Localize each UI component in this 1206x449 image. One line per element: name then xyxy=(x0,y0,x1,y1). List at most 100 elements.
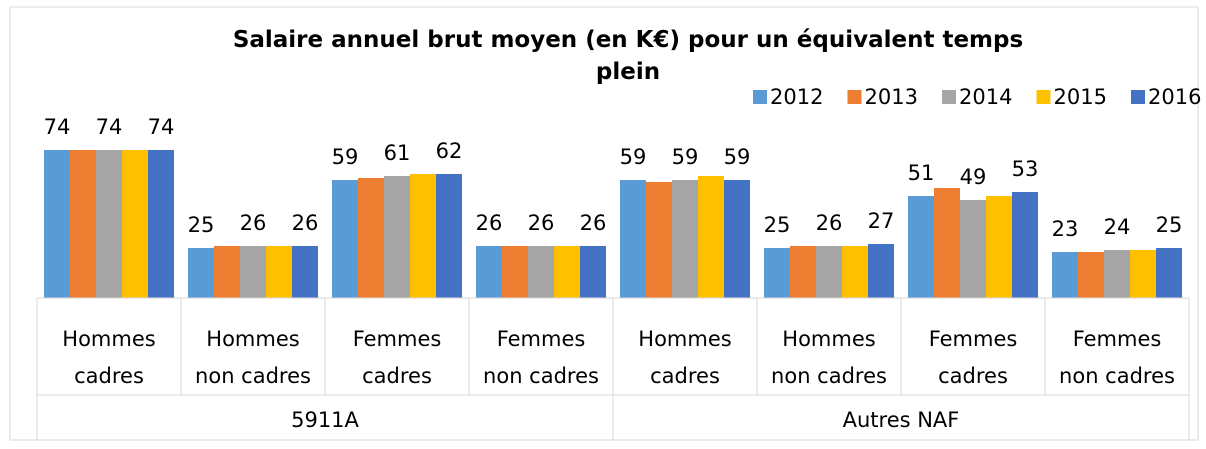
label-line: non cadres xyxy=(771,364,887,388)
data-label: 49 xyxy=(960,165,987,189)
label-line: non cadres xyxy=(1059,364,1175,388)
data-label: 26 xyxy=(240,211,267,235)
bar xyxy=(240,246,266,298)
bar xyxy=(122,150,148,298)
data-label: 74 xyxy=(96,115,123,139)
bar xyxy=(1078,252,1104,298)
x-tick-label: Femmes cadres xyxy=(929,327,1018,388)
bar xyxy=(934,188,960,298)
bar xyxy=(646,182,672,298)
bar xyxy=(436,174,462,298)
bar xyxy=(816,246,842,298)
data-label: 74 xyxy=(44,115,71,139)
bar xyxy=(266,246,292,298)
data-label: 61 xyxy=(384,141,411,165)
legend-label: 2016 xyxy=(1148,85,1201,109)
chart-title: Salaire annuel brut moyen (en K€) pour u… xyxy=(233,27,1023,85)
data-label: 59 xyxy=(332,145,359,169)
data-label: 26 xyxy=(476,211,503,235)
bar xyxy=(724,180,750,298)
data-label: 74 xyxy=(148,115,175,139)
bar xyxy=(188,248,214,298)
bar xyxy=(44,150,70,298)
x-tick-label: Hommes cadres xyxy=(62,327,155,388)
data-label: 51 xyxy=(908,161,935,185)
group-label: Autres NAF xyxy=(843,408,960,432)
x-tick-label: Hommes cadres xyxy=(638,327,731,388)
data-label: 26 xyxy=(816,211,843,235)
label-line: Hommes xyxy=(62,327,155,351)
data-label: 26 xyxy=(528,211,555,235)
bar xyxy=(1156,248,1182,298)
data-label: 53 xyxy=(1012,157,1039,181)
data-label: 25 xyxy=(1156,213,1183,237)
x-tick-label: Hommes non cadres xyxy=(771,327,887,388)
legend-label: 2015 xyxy=(1054,85,1107,109)
bar xyxy=(790,246,816,298)
bar xyxy=(698,176,724,298)
bar xyxy=(96,150,122,298)
bar xyxy=(358,178,384,298)
bar xyxy=(672,180,698,298)
label-line: Hommes xyxy=(638,327,731,351)
bar xyxy=(332,180,358,298)
data-label: 62 xyxy=(436,139,463,163)
bar xyxy=(214,246,240,298)
bar xyxy=(292,246,318,298)
data-label: 24 xyxy=(1104,215,1131,239)
bar xyxy=(1012,192,1038,298)
bar xyxy=(476,246,502,298)
bar xyxy=(620,180,646,298)
bar xyxy=(384,176,410,298)
bar xyxy=(70,150,96,298)
legend-swatch xyxy=(753,90,767,104)
data-label: 59 xyxy=(724,145,751,169)
bar xyxy=(554,246,580,298)
label-line: cadres xyxy=(938,364,1008,388)
bar xyxy=(986,196,1012,298)
data-label: 23 xyxy=(1052,217,1079,241)
label-line: non cadres xyxy=(195,364,311,388)
data-label: 27 xyxy=(868,209,895,233)
x-tick-label: Hommes non cadres xyxy=(195,327,311,388)
bar xyxy=(148,150,174,298)
label-line: cadres xyxy=(650,364,720,388)
data-label: 26 xyxy=(580,211,607,235)
legend-swatch xyxy=(1131,90,1145,104)
label-line: Hommes xyxy=(782,327,875,351)
data-label: 26 xyxy=(292,211,319,235)
label-line: Femmes xyxy=(929,327,1018,351)
bar xyxy=(1052,252,1078,298)
bar xyxy=(502,246,528,298)
label-line: non cadres xyxy=(483,364,599,388)
label-line: Femmes xyxy=(1073,327,1162,351)
legend-swatch xyxy=(847,90,862,104)
title-line: Salaire annuel brut moyen (en K€) pour u… xyxy=(233,27,1023,53)
legend-label: 2013 xyxy=(865,85,918,109)
x-tick-label: Femmes cadres xyxy=(353,327,442,388)
bar xyxy=(908,196,934,298)
bar xyxy=(960,200,986,298)
bar xyxy=(1104,250,1130,298)
bar xyxy=(764,248,790,298)
label-line: Femmes xyxy=(497,327,586,351)
x-tick-label: Femmes non cadres xyxy=(483,327,599,388)
legend-label: 2014 xyxy=(959,85,1012,109)
data-label: 25 xyxy=(764,213,791,237)
legend-swatch xyxy=(1036,90,1051,104)
label-line: Femmes xyxy=(353,327,442,351)
bar xyxy=(410,174,436,298)
bar xyxy=(528,246,554,298)
bar xyxy=(580,246,606,298)
legend-swatch xyxy=(942,90,956,104)
x-tick-label: Femmes non cadres xyxy=(1059,327,1175,388)
label-line: cadres xyxy=(74,364,144,388)
data-label: 59 xyxy=(620,145,647,169)
label-line: cadres xyxy=(362,364,432,388)
label-line: Hommes xyxy=(206,327,299,351)
bar xyxy=(842,246,868,298)
legend-label: 2012 xyxy=(770,85,823,109)
bar xyxy=(868,244,894,298)
group-label: 5911A xyxy=(291,408,359,432)
